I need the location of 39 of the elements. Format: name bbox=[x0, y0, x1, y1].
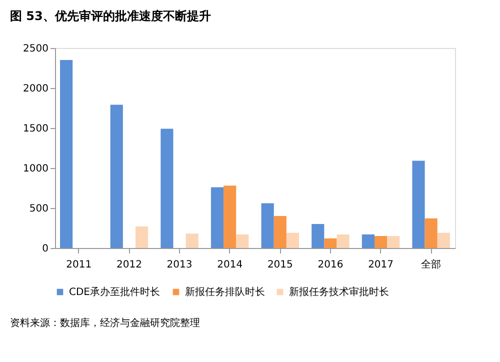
bar bbox=[324, 238, 337, 248]
bar bbox=[224, 186, 236, 248]
bar bbox=[236, 234, 249, 248]
legend-label: CDE承办至批件时长 bbox=[69, 286, 160, 298]
bar bbox=[136, 226, 148, 248]
x-tick-label: 全部 bbox=[421, 258, 442, 270]
bar bbox=[110, 104, 123, 248]
y-tick-label: 1500 bbox=[23, 124, 48, 134]
bar bbox=[336, 234, 350, 248]
y-tick-label: 0 bbox=[42, 244, 48, 254]
x-tick-label: 2017 bbox=[368, 260, 394, 270]
bar bbox=[160, 128, 174, 248]
x-tick-label: 2016 bbox=[318, 260, 344, 270]
bar bbox=[210, 187, 224, 248]
text: 资料来源：数据库，经济与金融研究院整理 bbox=[10, 317, 200, 329]
y-tick-label: 2500 bbox=[23, 44, 48, 54]
bar bbox=[286, 232, 300, 248]
y-tick-label: 1000 bbox=[23, 164, 48, 174]
bar bbox=[186, 234, 198, 248]
bar bbox=[261, 203, 274, 248]
legend-label: 新报任务技术审批时长 bbox=[289, 286, 389, 298]
bar bbox=[387, 236, 400, 248]
x-tick-label: 2011 bbox=[66, 260, 92, 270]
bar bbox=[424, 218, 438, 248]
legend-label: 新报任务排队时长 bbox=[185, 286, 265, 298]
y-tick-label: 2000 bbox=[23, 84, 48, 94]
bar bbox=[60, 60, 73, 248]
x-tick-label: 2014 bbox=[217, 260, 243, 270]
bar bbox=[412, 160, 425, 248]
bar bbox=[362, 234, 374, 248]
bar bbox=[312, 224, 324, 248]
chart-title: 图 53、优先审评的批准速度不断提升 bbox=[10, 9, 211, 23]
x-tick-label: 2013 bbox=[166, 260, 192, 270]
bar bbox=[374, 236, 388, 248]
y-tick-label: 500 bbox=[29, 204, 48, 214]
bar bbox=[437, 232, 450, 248]
x-tick-label: 2015 bbox=[267, 260, 293, 270]
x-tick-label: 2012 bbox=[116, 260, 142, 270]
bar bbox=[274, 216, 286, 248]
